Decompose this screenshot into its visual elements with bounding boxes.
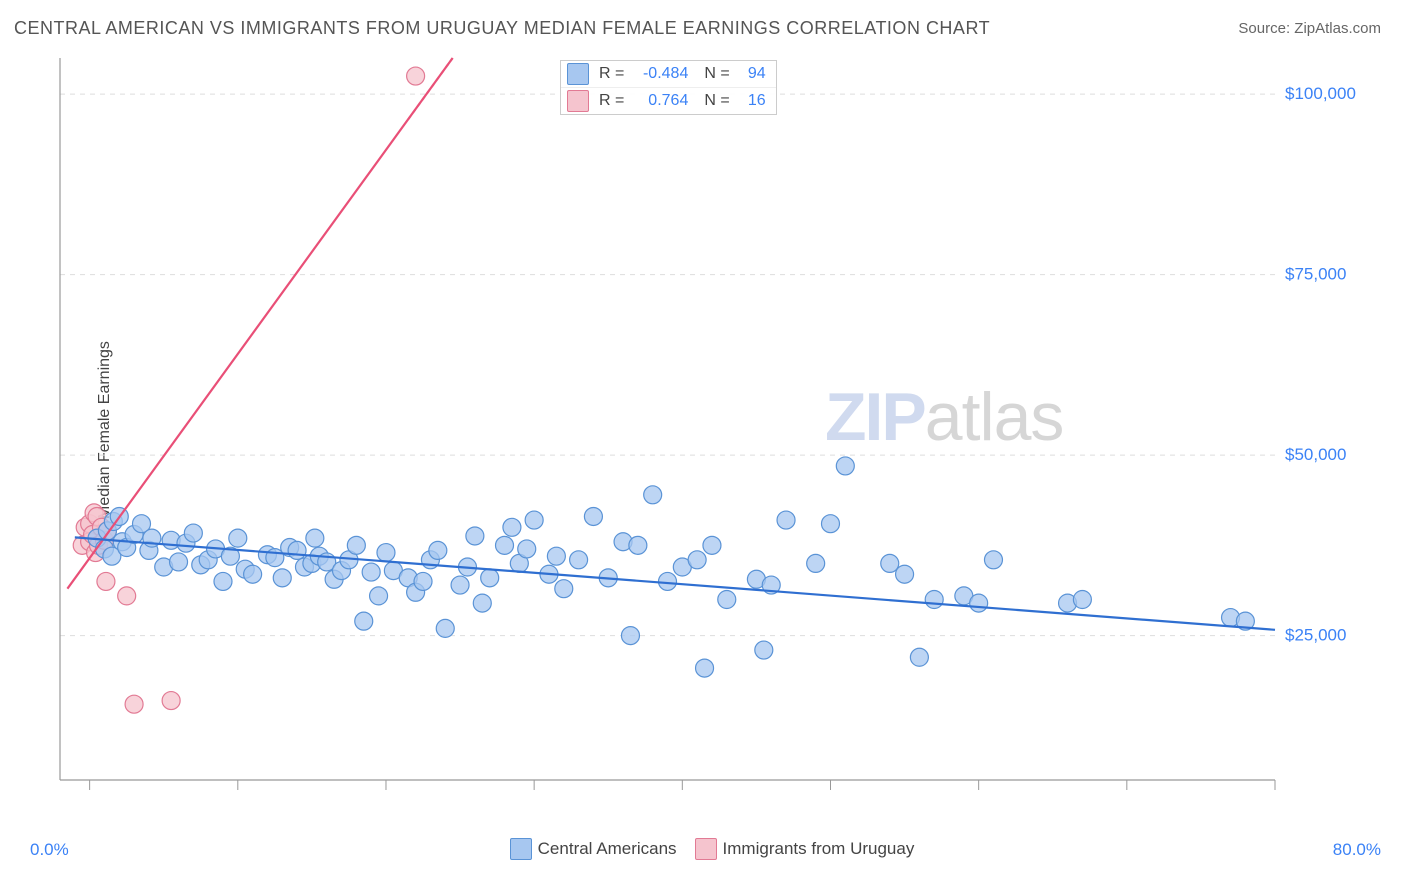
scatter-point	[644, 486, 662, 504]
watermark: ZIPatlas	[825, 379, 1063, 455]
legend-swatch	[695, 838, 717, 860]
scatter-point	[755, 641, 773, 659]
scatter-point	[496, 536, 514, 554]
scatter-point	[547, 547, 565, 565]
stats-r-value: 0.764	[630, 92, 688, 110]
scatter-point	[584, 507, 602, 525]
legend-label: Immigrants from Uruguay	[723, 839, 915, 858]
scatter-point	[503, 518, 521, 536]
scatter-point	[518, 540, 536, 558]
scatter-point	[555, 580, 573, 598]
legend-label: Central Americans	[538, 839, 677, 858]
regression-line	[75, 537, 1275, 629]
scatter-point	[229, 529, 247, 547]
scatter-point	[407, 67, 425, 85]
scatter-point	[170, 553, 188, 571]
stats-r-value: -0.484	[630, 65, 688, 83]
scatter-point	[896, 565, 914, 583]
y-tick-label: $100,000	[1285, 84, 1356, 103]
scatter-point	[481, 569, 499, 587]
stats-n-value: 16	[736, 92, 766, 110]
stats-r-label: R =	[599, 92, 624, 110]
scatter-point	[97, 572, 115, 590]
scatter-point	[451, 576, 469, 594]
scatter-point	[836, 457, 854, 475]
scatter-point	[473, 594, 491, 612]
scatter-point	[355, 612, 373, 630]
y-tick-label: $50,000	[1285, 445, 1346, 464]
scatter-point	[436, 619, 454, 637]
legend-swatch	[567, 63, 589, 85]
chart-title: CENTRAL AMERICAN VS IMMIGRANTS FROM URUG…	[14, 18, 990, 39]
scatter-point	[377, 544, 395, 562]
scatter-point	[414, 572, 432, 590]
scatter-point	[525, 511, 543, 529]
scatter-point	[288, 541, 306, 559]
scatter-point	[1073, 591, 1091, 609]
scatter-point	[970, 594, 988, 612]
legend-swatch	[567, 90, 589, 112]
source-value: ZipAtlas.com	[1294, 20, 1381, 37]
y-tick-label: $25,000	[1285, 626, 1346, 645]
stats-r-label: R =	[599, 65, 624, 83]
scatter-point	[696, 659, 714, 677]
stats-n-label: N =	[704, 92, 729, 110]
scatter-plot: $25,000 $50,000 $75,000 $100,000 ZIPatlas	[55, 50, 1365, 810]
stats-legend-box: R = -0.484 N = 94 R = 0.764 N = 16	[560, 60, 777, 115]
source-label: Source:	[1238, 20, 1294, 37]
stats-row: R = -0.484 N = 94	[561, 61, 776, 87]
scatter-point	[925, 591, 943, 609]
scatter-point	[162, 692, 180, 710]
stats-row: R = 0.764 N = 16	[561, 87, 776, 114]
stats-n-label: N =	[704, 65, 729, 83]
legend-swatch	[510, 838, 532, 860]
scatter-point	[466, 527, 484, 545]
scatter-point	[370, 587, 388, 605]
scatter-point	[273, 569, 291, 587]
scatter-point	[125, 695, 143, 713]
scatter-point	[362, 563, 380, 581]
y-tick-label: $75,000	[1285, 265, 1346, 284]
scatter-point	[881, 554, 899, 572]
scatter-point	[118, 587, 136, 605]
scatter-point	[629, 536, 647, 554]
scatter-point	[807, 554, 825, 572]
scatter-point	[659, 572, 677, 590]
bottom-legend: Central Americans Immigrants from Uruguay	[0, 838, 1406, 860]
scatter-point	[984, 551, 1002, 569]
scatter-point	[184, 524, 202, 542]
scatter-point	[688, 551, 706, 569]
scatter-point	[621, 627, 639, 645]
regression-line	[67, 58, 452, 589]
scatter-point	[347, 536, 365, 554]
scatter-point	[214, 572, 232, 590]
scatter-point	[429, 541, 447, 559]
source-credit: Source: ZipAtlas.com	[1238, 20, 1381, 37]
scatter-point	[703, 536, 721, 554]
scatter-point	[306, 529, 324, 547]
chart-container: CENTRAL AMERICAN VS IMMIGRANTS FROM URUG…	[0, 0, 1406, 892]
stats-n-value: 94	[736, 65, 766, 83]
scatter-point	[777, 511, 795, 529]
scatter-point	[821, 515, 839, 533]
scatter-point	[244, 565, 262, 583]
scatter-point	[910, 648, 928, 666]
scatter-point	[570, 551, 588, 569]
scatter-point	[718, 591, 736, 609]
